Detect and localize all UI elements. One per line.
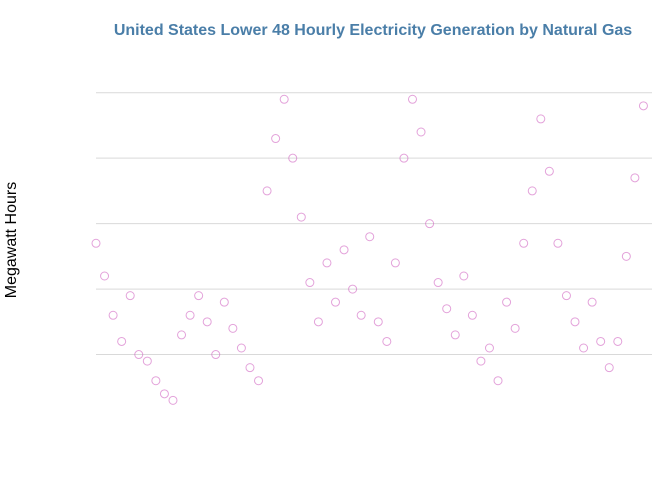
data-point — [202, 317, 212, 327]
data-point — [510, 323, 520, 333]
data-point — [638, 101, 648, 111]
data-point — [399, 153, 409, 163]
data-point — [459, 271, 469, 281]
data-point — [168, 395, 178, 405]
chart-title: United States Lower 48 Hourly Electricit… — [114, 22, 632, 39]
data-point — [476, 356, 486, 366]
data-point — [271, 134, 281, 144]
data-point — [373, 317, 383, 327]
data-point — [185, 310, 195, 320]
data-point — [450, 330, 460, 340]
data-point — [536, 114, 546, 124]
data-point — [630, 173, 640, 183]
data-point — [613, 336, 623, 346]
data-point — [177, 330, 187, 340]
data-point — [305, 278, 315, 288]
data-point — [91, 238, 101, 248]
data-point — [219, 297, 229, 307]
data-point — [262, 186, 272, 196]
data-point — [484, 343, 494, 353]
data-point — [390, 258, 400, 268]
data-point — [621, 251, 631, 261]
data-point — [553, 238, 563, 248]
data-point — [236, 343, 246, 353]
data-point — [416, 127, 426, 137]
data-point — [596, 336, 606, 346]
y-axis-label: Megawatt Hours — [3, 182, 20, 299]
data-point — [407, 94, 417, 104]
data-point — [365, 232, 375, 242]
data-point — [527, 186, 537, 196]
data-point — [228, 323, 238, 333]
data-point — [433, 278, 443, 288]
data-point — [194, 291, 204, 301]
data-point — [570, 317, 580, 327]
data-point — [117, 336, 127, 346]
data-point — [279, 94, 289, 104]
data-point — [356, 310, 366, 320]
data-point — [100, 271, 110, 281]
data-point — [245, 363, 255, 373]
data-point — [502, 297, 512, 307]
data-point — [339, 245, 349, 255]
data-point — [108, 310, 118, 320]
data-point — [331, 297, 341, 307]
data-points — [91, 94, 648, 405]
data-point — [519, 238, 529, 248]
data-point — [561, 291, 571, 301]
data-point — [348, 284, 358, 294]
data-point — [288, 153, 298, 163]
data-point — [296, 212, 306, 222]
data-point — [587, 297, 597, 307]
data-point — [425, 219, 435, 229]
data-point — [159, 389, 169, 399]
data-point — [254, 376, 264, 386]
data-point — [151, 376, 161, 386]
data-point — [125, 291, 135, 301]
data-point — [467, 310, 477, 320]
data-point — [382, 336, 392, 346]
data-point — [313, 317, 323, 327]
data-point — [142, 356, 152, 366]
data-point — [544, 166, 554, 176]
data-point — [211, 350, 221, 360]
data-point — [442, 304, 452, 314]
data-point — [604, 363, 614, 373]
data-point — [134, 350, 144, 360]
data-point — [493, 376, 503, 386]
data-point — [579, 343, 589, 353]
gridlines — [96, 92, 652, 356]
data-point — [322, 258, 332, 268]
